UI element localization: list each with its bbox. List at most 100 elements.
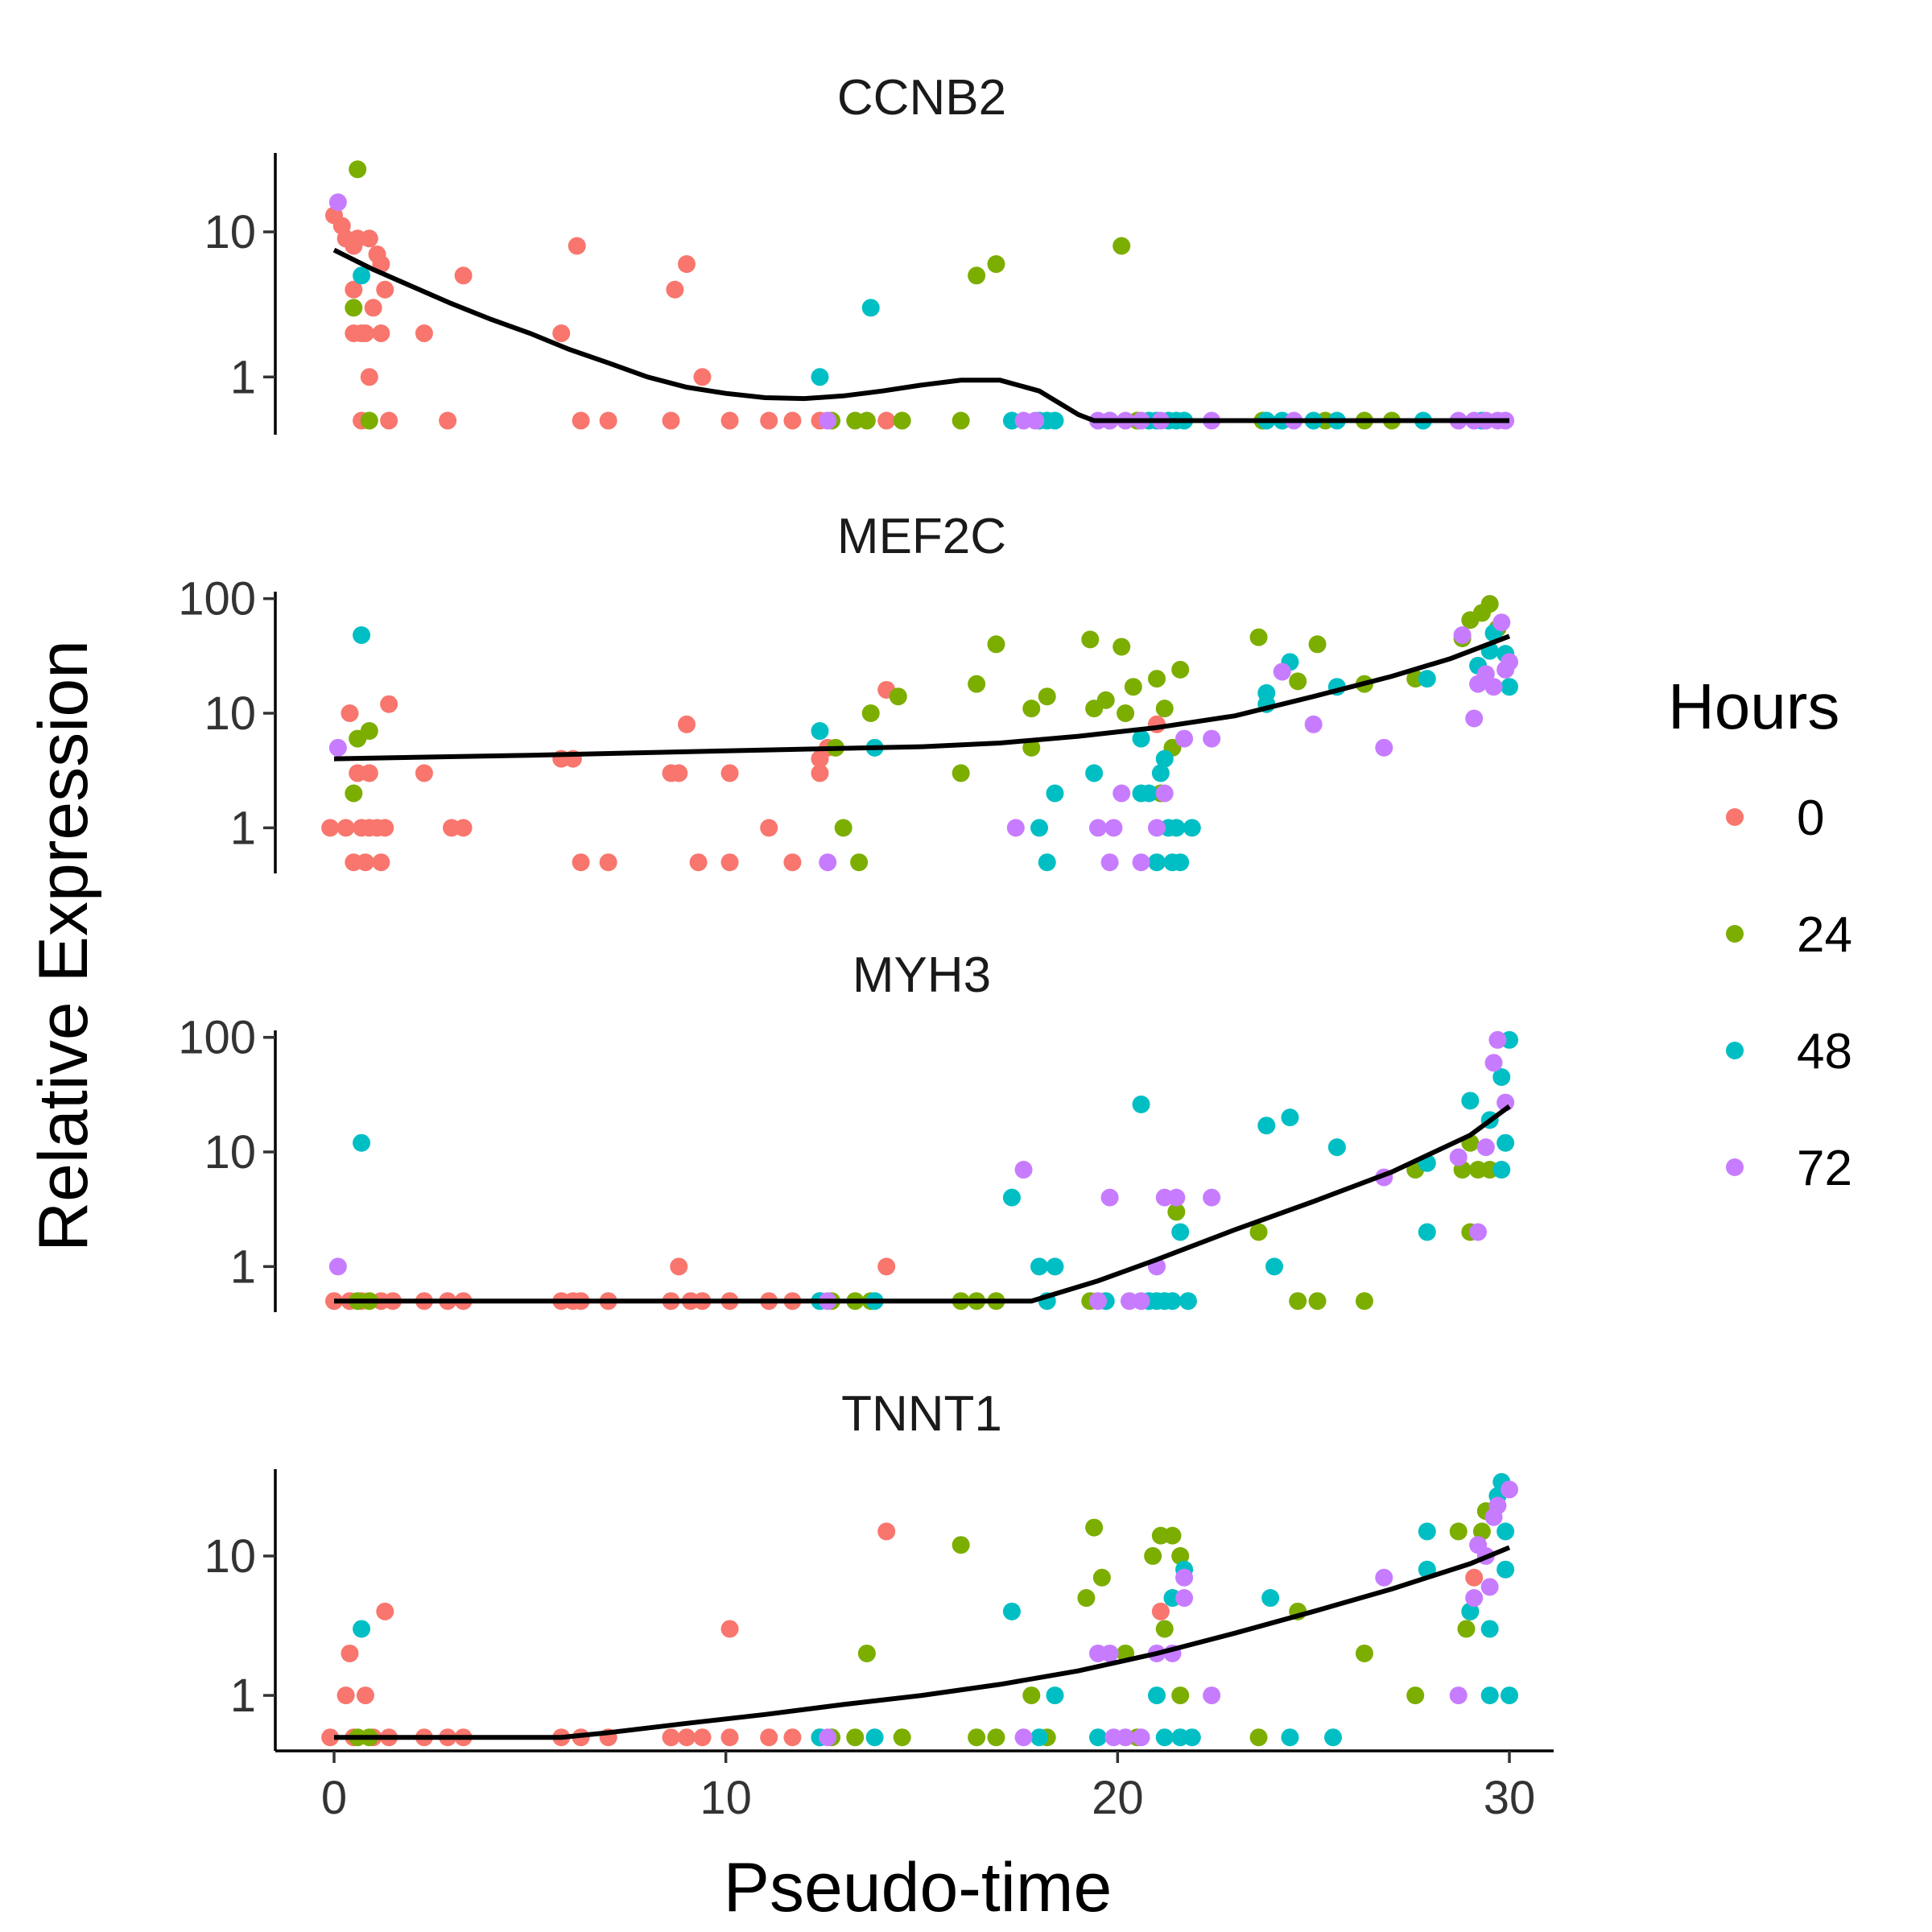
data-point-hours-0 — [321, 1728, 340, 1747]
data-point-hours-72 — [1469, 1223, 1488, 1241]
data-point-hours-0 — [1465, 1568, 1484, 1587]
legend-item-24: 24 — [1726, 907, 1852, 963]
data-point-hours-0 — [720, 1620, 739, 1638]
data-point-hours-48 — [1148, 1686, 1166, 1705]
data-point-hours-0 — [877, 1522, 896, 1541]
data-point-hours-24 — [1117, 704, 1135, 722]
data-point-hours-48 — [1163, 1292, 1182, 1311]
data-point-hours-24 — [889, 687, 907, 706]
x-tick-label: 20 — [1092, 1772, 1144, 1824]
data-point-hours-72 — [1089, 1292, 1107, 1311]
data-point-hours-0 — [380, 411, 398, 430]
data-point-hours-24 — [1249, 628, 1268, 646]
panel-title: CCNB2 — [837, 70, 1006, 126]
data-point-hours-24 — [952, 764, 970, 782]
data-point-hours-24 — [1249, 1728, 1268, 1747]
data-point-hours-48 — [1281, 1728, 1299, 1747]
legend-key — [1726, 808, 1744, 826]
data-point-hours-24 — [1449, 1522, 1468, 1541]
y-tick-label: 1 — [230, 802, 256, 854]
data-point-hours-24 — [952, 411, 970, 430]
data-point-hours-48 — [1046, 411, 1064, 430]
data-point-hours-0 — [720, 764, 739, 782]
data-point-hours-24 — [850, 853, 869, 872]
data-point-hours-0 — [336, 819, 355, 837]
data-point-hours-48 — [353, 1133, 371, 1152]
data-point-hours-72 — [1484, 1054, 1503, 1072]
data-point-hours-72 — [1026, 411, 1045, 430]
data-point-hours-24 — [834, 819, 852, 837]
data-point-hours-0 — [720, 1728, 739, 1747]
data-point-hours-48 — [811, 722, 829, 741]
data-point-hours-72 — [1480, 1578, 1499, 1596]
data-point-hours-72 — [328, 193, 347, 212]
data-point-hours-0 — [678, 255, 696, 274]
y-axis-title: Relative Expression — [25, 640, 102, 1252]
data-point-hours-72 — [1175, 1589, 1194, 1608]
data-point-hours-24 — [1022, 700, 1041, 718]
x-tick-label: 10 — [700, 1772, 752, 1824]
data-point-hours-0 — [454, 819, 473, 837]
data-point-hours-24 — [1472, 1522, 1491, 1541]
data-point-hours-0 — [693, 368, 712, 386]
data-point-hours-48 — [1265, 1257, 1283, 1276]
points — [321, 595, 1518, 872]
data-point-hours-24 — [1081, 630, 1100, 649]
data-point-hours-0 — [760, 411, 778, 430]
data-point-hours-0 — [341, 1644, 359, 1662]
legend-title: Hours — [1668, 671, 1839, 742]
data-point-hours-0 — [356, 324, 374, 343]
data-point-hours-0 — [360, 229, 378, 248]
data-point-hours-48 — [1480, 1620, 1499, 1638]
data-point-hours-48 — [1171, 1223, 1190, 1241]
data-point-hours-48 — [1171, 853, 1190, 872]
data-point-hours-72 — [1100, 853, 1119, 872]
data-point-hours-0 — [760, 819, 778, 837]
data-point-hours-24 — [345, 299, 363, 317]
data-point-hours-0 — [678, 1728, 696, 1747]
data-point-hours-72 — [1476, 1138, 1495, 1157]
legend-key — [1726, 925, 1744, 943]
data-point-hours-72 — [1113, 784, 1131, 803]
data-point-hours-72 — [1148, 819, 1166, 837]
data-point-hours-24 — [1167, 1203, 1186, 1221]
trend-line — [334, 1545, 1511, 1740]
data-point-hours-24 — [1171, 1686, 1190, 1705]
data-point-hours-0 — [372, 324, 390, 343]
data-point-hours-0 — [599, 411, 617, 430]
points — [325, 1030, 1518, 1311]
data-point-hours-24 — [1406, 1686, 1425, 1705]
data-point-hours-24 — [1308, 635, 1327, 654]
data-point-hours-48 — [1183, 1728, 1201, 1747]
data-point-hours-0 — [336, 1686, 355, 1705]
points — [321, 1472, 1518, 1747]
data-point-hours-72 — [819, 853, 837, 872]
data-point-hours-72 — [1203, 1188, 1221, 1207]
data-point-hours-72 — [1492, 613, 1511, 632]
panel-title: MYH3 — [852, 947, 991, 1003]
data-point-hours-48 — [811, 368, 829, 386]
data-point-hours-0 — [454, 266, 473, 285]
panel-title: TNNT1 — [841, 1386, 1002, 1442]
data-point-hours-0 — [345, 280, 363, 299]
data-point-hours-72 — [1117, 1728, 1135, 1747]
trend-line — [334, 1104, 1511, 1304]
data-point-hours-24 — [1113, 638, 1131, 656]
data-point-hours-24 — [1085, 1518, 1104, 1537]
data-point-hours-48 — [1132, 1095, 1150, 1113]
data-point-hours-48 — [1183, 819, 1201, 837]
data-point-hours-48 — [1167, 819, 1186, 837]
panel-title: MEF2C — [837, 509, 1006, 564]
data-point-hours-72 — [1501, 653, 1518, 671]
data-point-hours-48 — [1046, 1686, 1064, 1705]
y-tick-label: 100 — [178, 573, 256, 625]
data-point-hours-72 — [328, 1257, 347, 1276]
data-point-hours-72 — [1453, 626, 1472, 645]
data-point-hours-24 — [1308, 1292, 1327, 1311]
data-point-hours-72 — [1175, 729, 1194, 748]
data-point-hours-48 — [1132, 729, 1150, 748]
panel-myh3: MYH3 1 10 100 — [178, 947, 1518, 1312]
data-point-hours-72 — [1132, 853, 1150, 872]
data-point-hours-0 — [760, 1728, 778, 1747]
